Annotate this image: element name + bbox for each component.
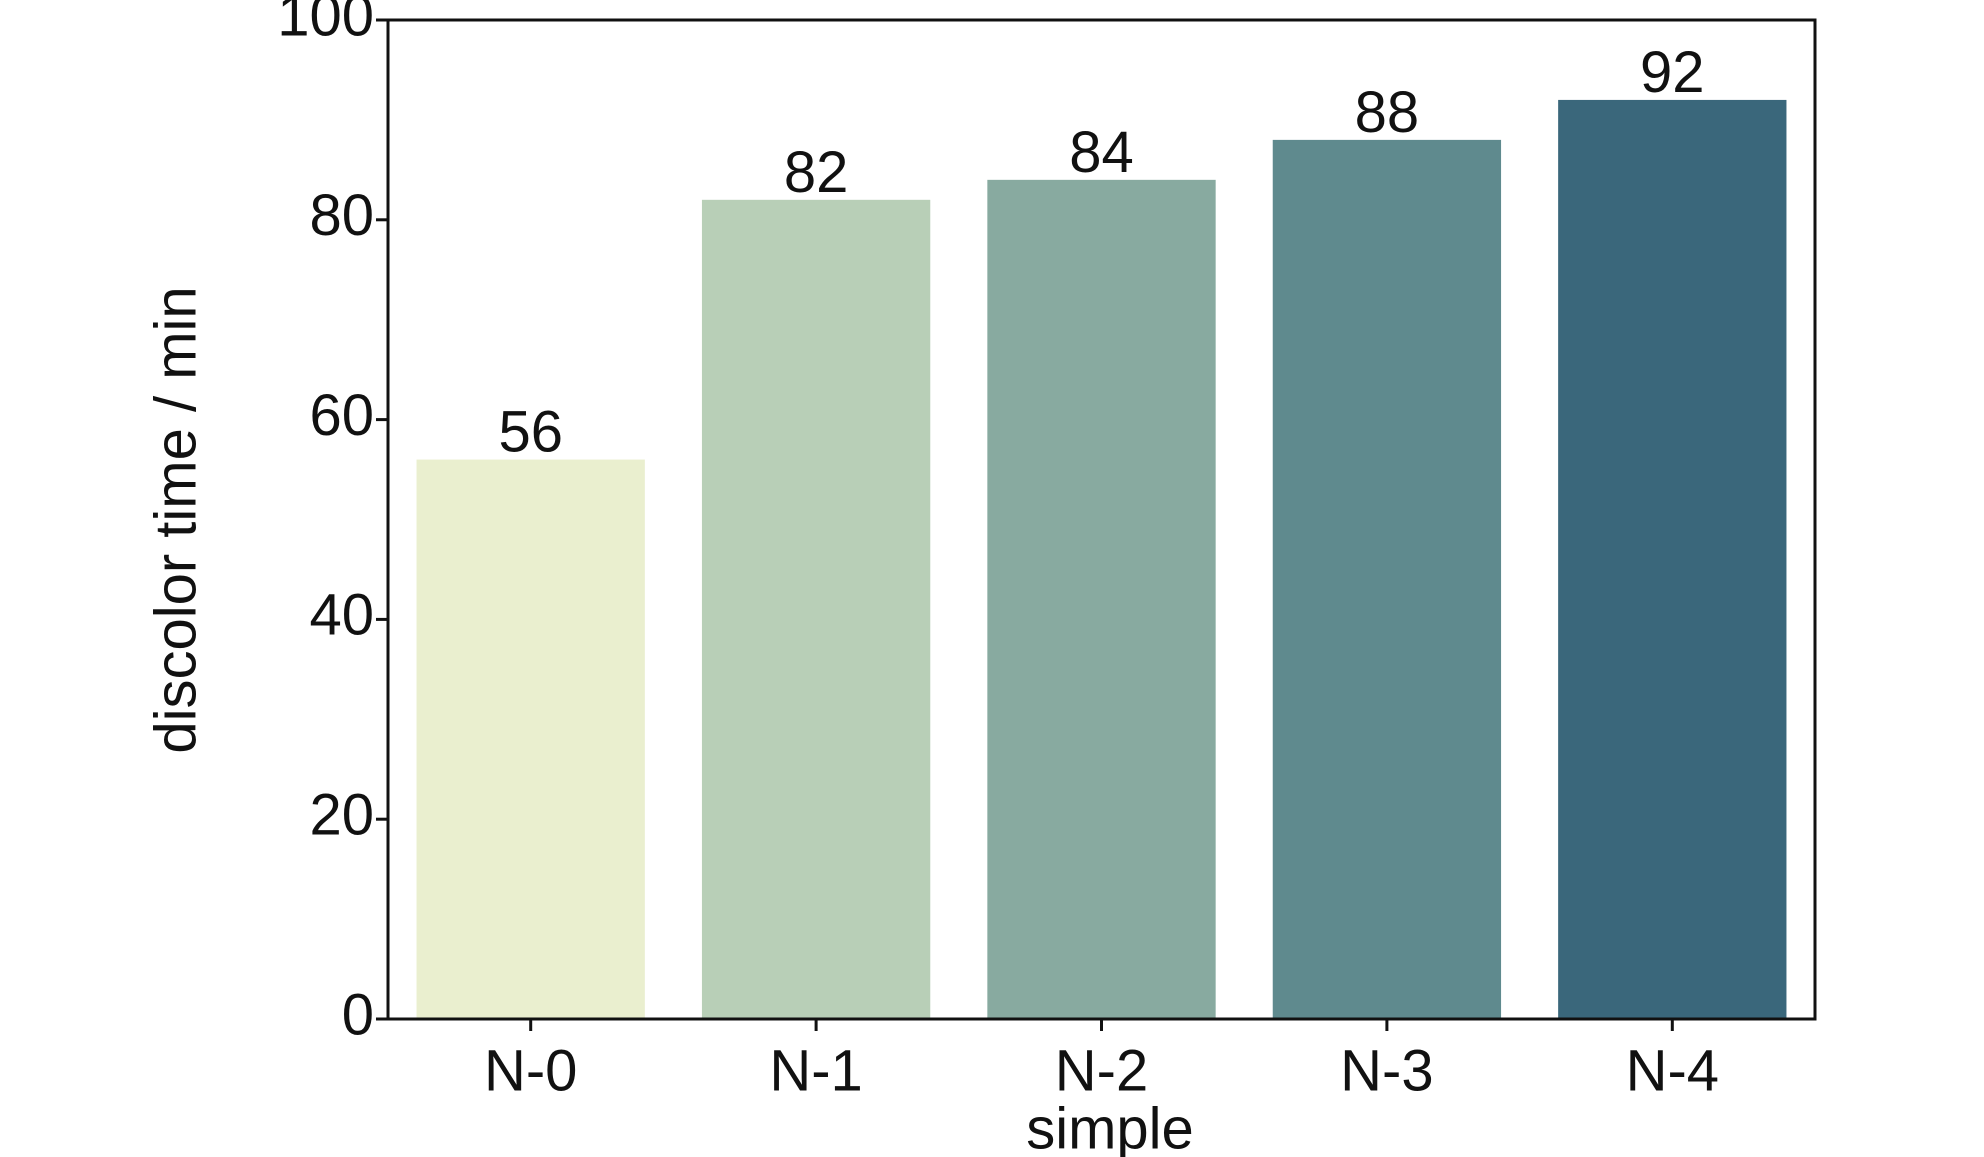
x-tick-label: N-2	[1055, 1038, 1148, 1103]
bar	[701, 199, 931, 1019]
bar	[1558, 99, 1787, 1020]
plot-frame	[386, 18, 1817, 1021]
value-label: 92	[1640, 40, 1705, 105]
y-tick-label: 40	[309, 583, 374, 648]
x-tick-label: N-3	[1340, 1038, 1433, 1103]
x-tick-label: N-1	[769, 1038, 862, 1103]
x-tick-label: N-0	[484, 1038, 577, 1103]
bar	[987, 179, 1216, 1020]
value-label: 56	[498, 400, 563, 465]
value-label: 82	[784, 140, 849, 205]
y-tick-label: 20	[309, 783, 374, 848]
value-label: 84	[1069, 120, 1134, 185]
y-tick-label: 100	[277, 0, 374, 48]
x-tick-label: N-4	[1626, 1038, 1719, 1103]
value-label: 88	[1355, 80, 1420, 145]
x-axis-label: simple	[1026, 1096, 1194, 1157]
bar	[416, 459, 645, 1019]
y-tick-label: 80	[309, 183, 374, 248]
y-tick-label: 60	[309, 383, 374, 448]
y-tick-label: 0	[342, 982, 374, 1047]
bar	[1272, 139, 1502, 1019]
y-axis-label: discolor time / min	[143, 286, 208, 753]
